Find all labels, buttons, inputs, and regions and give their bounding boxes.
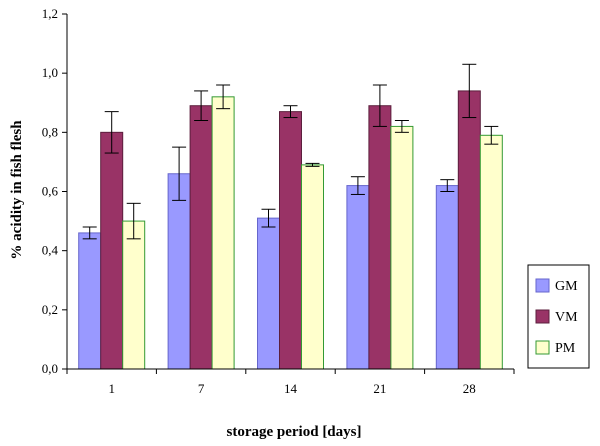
x-axis-title: storage period [days]	[227, 424, 362, 440]
bar-gm	[435, 185, 459, 370]
x-tick-label: 28	[463, 381, 476, 396]
x-tick-label: 1	[108, 381, 115, 396]
bar-vm	[279, 111, 302, 370]
y-tick-label: 0,4	[42, 243, 59, 258]
bar-vm	[189, 105, 213, 370]
x-tick-label: 7	[198, 381, 205, 396]
y-tick-label: 1,2	[42, 6, 58, 21]
y-tick-label: 0,6	[42, 184, 59, 199]
error-bars	[82, 63, 499, 240]
legend: GM VM PM	[527, 264, 590, 369]
bar-pm	[479, 134, 503, 370]
bar-pm	[122, 220, 146, 370]
legend-label-gm: GM	[555, 279, 578, 294]
bar-vm	[100, 131, 124, 370]
bar-gm	[257, 217, 280, 370]
y-tick-label: 0,0	[42, 361, 58, 376]
bar-vm	[368, 105, 392, 370]
y-tick-label: 0,2	[42, 302, 58, 317]
y-tick-label: 0,8	[42, 124, 58, 139]
y-axis-title: % acidity in fish flesh	[9, 120, 25, 260]
axes	[66, 14, 514, 370]
legend-swatch-vm	[535, 309, 550, 324]
legend-label-vm: VM	[555, 310, 578, 325]
bar-pm	[301, 164, 324, 370]
bar-gm	[346, 185, 370, 370]
legend-swatch-pm	[535, 340, 550, 355]
x-tick-label: 21	[373, 381, 386, 396]
x-axis-ticks: 1 7 14 21 28	[66, 369, 515, 396]
legend-swatch-gm	[535, 278, 550, 293]
bar-pm	[390, 125, 414, 370]
x-tick-label: 14	[284, 381, 298, 396]
legend-label-pm: PM	[555, 341, 576, 356]
bars	[78, 90, 503, 370]
y-axis-ticks: 0,0 0,2 0,4 0,6 0,8 1,0 1,2	[42, 6, 67, 376]
bar-vm	[457, 90, 481, 370]
y-tick-label: 1,0	[42, 65, 58, 80]
bar-gm	[167, 173, 191, 370]
bar-gm	[78, 232, 102, 370]
bar-pm	[211, 96, 235, 370]
